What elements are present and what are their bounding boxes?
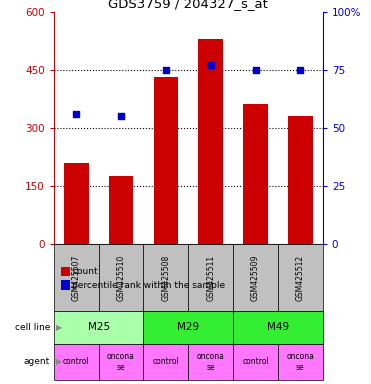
- Text: control: control: [63, 358, 89, 366]
- Text: count: count: [72, 267, 98, 276]
- Text: agent: agent: [24, 358, 50, 366]
- Bar: [64, 162, 89, 244]
- Point: [253, 66, 259, 73]
- Text: M49: M49: [267, 322, 289, 333]
- Point: [208, 62, 214, 68]
- Text: GSM425508: GSM425508: [161, 254, 170, 301]
- Bar: [54, 311, 144, 344]
- Text: GSM425507: GSM425507: [72, 254, 81, 301]
- Text: ▶: ▶: [56, 323, 62, 332]
- Point: [118, 113, 124, 119]
- Text: M25: M25: [88, 322, 110, 333]
- Text: cell line: cell line: [15, 323, 50, 332]
- Text: ▶: ▶: [56, 358, 62, 366]
- Text: GSM425511: GSM425511: [206, 254, 215, 301]
- Bar: [99, 244, 144, 311]
- Bar: [198, 39, 223, 244]
- Bar: [233, 311, 323, 344]
- Text: GSM425512: GSM425512: [296, 254, 305, 301]
- Bar: [233, 344, 278, 380]
- Point: [163, 66, 169, 73]
- Bar: [54, 344, 99, 380]
- Bar: [99, 344, 144, 380]
- Bar: [188, 244, 233, 311]
- Point: [73, 111, 79, 117]
- Bar: [278, 344, 323, 380]
- Text: GSM425509: GSM425509: [251, 254, 260, 301]
- Text: control: control: [152, 358, 179, 366]
- Bar: [243, 104, 268, 244]
- Bar: [233, 244, 278, 311]
- Point: [298, 66, 303, 73]
- Text: oncona
se: oncona se: [197, 352, 224, 372]
- Text: oncona
se: oncona se: [107, 352, 135, 372]
- Bar: [109, 176, 133, 244]
- Bar: [278, 244, 323, 311]
- Text: control: control: [242, 358, 269, 366]
- Bar: [154, 77, 178, 244]
- Bar: [144, 344, 188, 380]
- Bar: [54, 244, 99, 311]
- Title: GDS3759 / 204327_s_at: GDS3759 / 204327_s_at: [108, 0, 268, 10]
- Text: oncona
se: oncona se: [286, 352, 314, 372]
- Text: M29: M29: [177, 322, 199, 333]
- Text: GSM425510: GSM425510: [116, 254, 125, 301]
- Bar: [144, 244, 188, 311]
- Text: percentile rank within the sample: percentile rank within the sample: [72, 281, 226, 290]
- Bar: [144, 311, 233, 344]
- Bar: [188, 344, 233, 380]
- Bar: [288, 116, 313, 244]
